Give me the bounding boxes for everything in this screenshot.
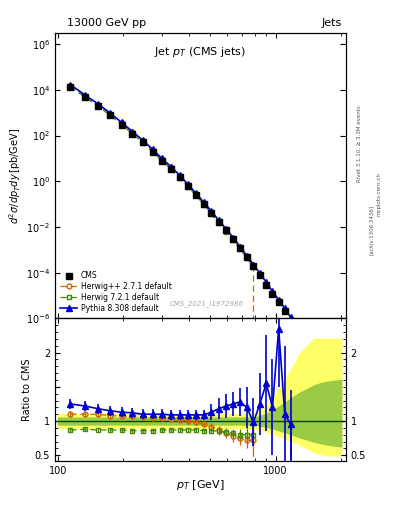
- CMS: [119, 121, 124, 127]
- CMS: [231, 236, 235, 242]
- CMS: [283, 308, 287, 314]
- Text: [arXiv:1306.3436]: [arXiv:1306.3436]: [369, 205, 374, 255]
- CMS: [251, 263, 256, 269]
- CMS: [108, 112, 113, 118]
- CMS: [328, 380, 333, 386]
- CMS: [169, 166, 173, 172]
- CMS: [288, 317, 293, 324]
- CMS: [160, 158, 164, 164]
- CMS: [323, 371, 327, 377]
- CMS: [140, 139, 145, 145]
- CMS: [264, 282, 268, 288]
- CMS: [294, 327, 299, 333]
- CMS: [244, 253, 249, 260]
- CMS: [317, 363, 322, 369]
- CMS: [238, 245, 242, 251]
- CMS: [96, 103, 101, 109]
- Text: 13000 GeV pp: 13000 GeV pp: [67, 18, 146, 28]
- CMS: [300, 336, 305, 343]
- Y-axis label: Ratio to CMS: Ratio to CMS: [22, 358, 32, 421]
- Text: Jet $p_T$ (CMS jets): Jet $p_T$ (CMS jets): [154, 45, 246, 59]
- CMS: [306, 345, 310, 351]
- CMS: [270, 291, 275, 297]
- Y-axis label: $d^2\sigma/dp_Tdy\,\mathrm{[pb/GeV]}$: $d^2\sigma/dp_Tdy\,\mathrm{[pb/GeV]}$: [7, 127, 23, 224]
- Text: Jets: Jets: [321, 18, 342, 28]
- CMS: [202, 201, 206, 207]
- CMS: [68, 83, 73, 90]
- CMS: [150, 148, 155, 155]
- Text: mcplots.cern.ch: mcplots.cern.ch: [377, 173, 382, 217]
- X-axis label: $p_T$ [GeV]: $p_T$ [GeV]: [176, 478, 225, 493]
- CMS: [339, 397, 343, 403]
- CMS: [224, 227, 228, 233]
- Text: Rivet 3.1.10, ≥ 3.3M events: Rivet 3.1.10, ≥ 3.3M events: [357, 105, 362, 182]
- CMS: [130, 131, 135, 137]
- CMS: [217, 219, 221, 225]
- CMS: [334, 389, 338, 395]
- Legend: CMS, Herwig++ 2.7.1 default, Herwig 7.2.1 default, Pythia 8.308 default: CMS, Herwig++ 2.7.1 default, Herwig 7.2.…: [59, 270, 173, 314]
- CMS: [312, 354, 316, 360]
- CMS: [83, 94, 87, 100]
- CMS: [177, 174, 182, 180]
- CMS: [276, 299, 281, 305]
- CMS: [193, 192, 198, 198]
- CMS: [185, 183, 190, 189]
- Line: CMS: CMS: [68, 84, 344, 403]
- CMS: [209, 210, 214, 216]
- CMS: [257, 272, 262, 278]
- Text: CMS_2021_I1972986: CMS_2021_I1972986: [169, 300, 243, 307]
